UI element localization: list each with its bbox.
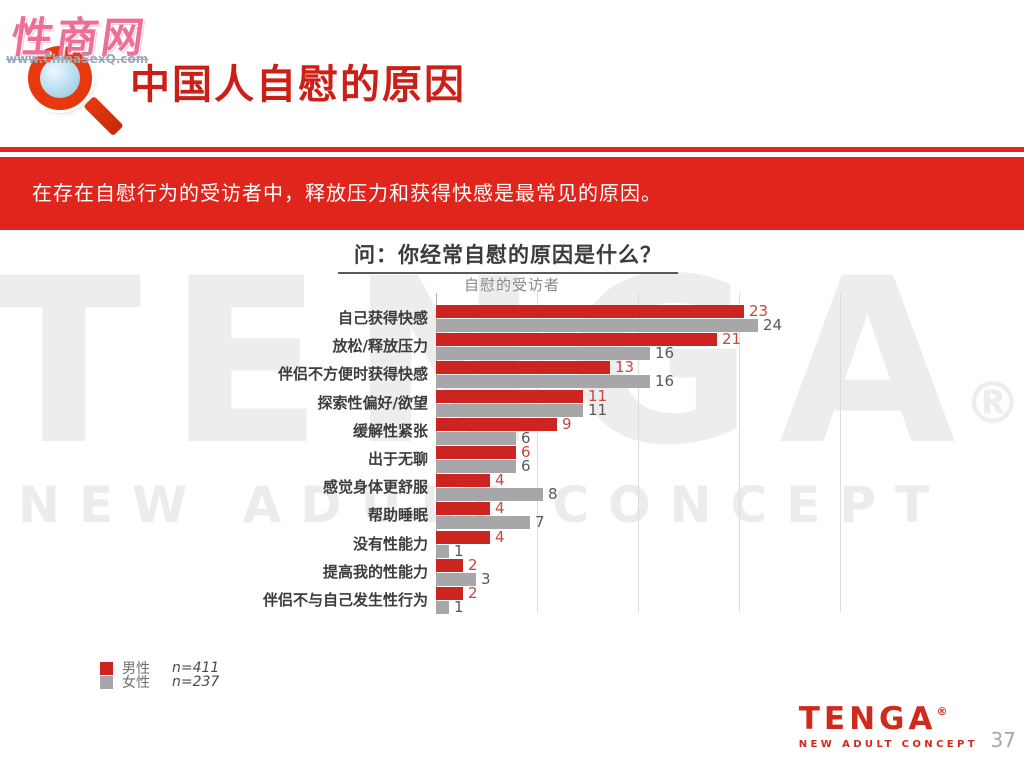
male-bar [436,446,516,459]
site-logo-url: www.ChinaSexQ.com [6,52,149,66]
tenga-wordmark: TENGA® [798,701,948,737]
female-bar [436,347,650,361]
female-bar [436,488,543,502]
female-value-label: 3 [481,569,491,588]
female-value-label: 1 [454,598,464,616]
female-bar [436,572,476,586]
male-bar [436,361,610,375]
category-label: 放松/释放压力 [332,337,428,356]
bar-chart: 自己获得快感 23 24 放松/释放压力 21 16 伴侣不方便时获得快感 13 16 探索性偏好… [0,292,1024,622]
category-label: 提高我的性能力 [322,562,428,581]
page-title: 中国人自慰的原因 [130,62,466,108]
male-bar [436,530,490,544]
category-label: 缓解性紧张 [352,421,428,440]
registered-mark-icon: ® [963,369,1022,437]
female-bar [436,460,516,473]
category-label: 帮助睡眠 [367,506,428,525]
male-value-label: 21 [722,330,742,349]
male-value-label: 4 [495,499,505,518]
chart-title: 问：你经常自慰的原因是什么？ [338,239,678,274]
male-bar [436,389,583,403]
female-legend-swatch [100,675,113,689]
female-value-label: 16 [655,344,675,363]
male-sample-size: n=411 [172,660,220,676]
gridline [739,293,740,612]
registered-mark-icon: ® [936,705,948,718]
category-label: 感觉身体更舒服 [322,478,428,497]
male-bar [436,502,490,516]
category-label: 自己获得快感 [337,309,428,327]
banner: 在存在自慰行为的受访者中，释放压力和获得快感是最常见的原因。 [0,157,1024,230]
magnifier-handle [83,95,124,137]
male-value-label: 6 [521,443,531,461]
category-label: 伴侣不与自己发生性行为 [262,591,428,609]
male-value-label: 13 [615,358,635,377]
tenga-logo: TENGA® NEW ADULT CONCEPT [798,701,978,751]
male-value-label: 9 [562,414,572,433]
red-rule [0,147,1024,152]
gridline [537,293,538,612]
female-value-label: 6 [521,428,531,447]
female-bar [436,601,449,614]
chart-subtitle: 自慰的受访者 [463,276,560,294]
female-sample-size: n=237 [172,674,220,690]
male-bar [436,474,490,488]
female-bar [436,544,449,558]
male-legend-label: 男性 [122,661,150,677]
male-value-label: 2 [468,584,478,602]
female-legend-label: 女性 [122,675,150,691]
chart-legend: 男性 n=411 女性 n=237 [100,660,220,691]
female-value-label: 7 [535,513,545,532]
male-bar [436,417,557,431]
female-value-label: 11 [588,400,608,419]
male-bar [436,333,717,347]
male-bar [436,587,463,600]
female-bar [436,516,530,530]
female-value-label: 16 [655,372,675,391]
female-value-label: 24 [763,316,783,334]
female-bar [436,403,583,417]
category-label: 探索性偏好/欲望 [317,393,428,412]
category-label: 没有性能力 [352,534,428,553]
male-value-label: 4 [495,527,505,546]
page-number: 37 [990,728,1016,752]
tenga-tagline: NEW ADULT CONCEPT [798,739,978,750]
legend-row-female: 女性 n=237 [100,674,220,691]
category-label: 伴侣不方便时获得快感 [277,365,428,384]
female-bar [436,431,516,445]
category-label: 出于无聊 [367,450,428,468]
banner-text: 在存在自慰行为的受访者中，释放压力和获得快感是最常见的原因。 [32,181,662,205]
male-legend-swatch [100,661,113,675]
male-bar [436,305,744,318]
female-value-label: 1 [454,541,464,560]
female-value-label: 6 [521,457,531,475]
male-value-label: 2 [468,555,478,574]
male-bar [436,558,463,572]
female-bar [436,319,758,332]
male-value-label: 11 [588,386,608,405]
female-bar [436,375,650,389]
male-value-label: 23 [749,302,769,320]
female-value-label: 8 [548,485,558,504]
gridline [638,293,639,612]
legend-row-male: 男性 n=411 [100,660,220,677]
male-value-label: 4 [495,471,505,490]
gridline [840,293,841,612]
magnifying-glass-icon [28,46,124,142]
